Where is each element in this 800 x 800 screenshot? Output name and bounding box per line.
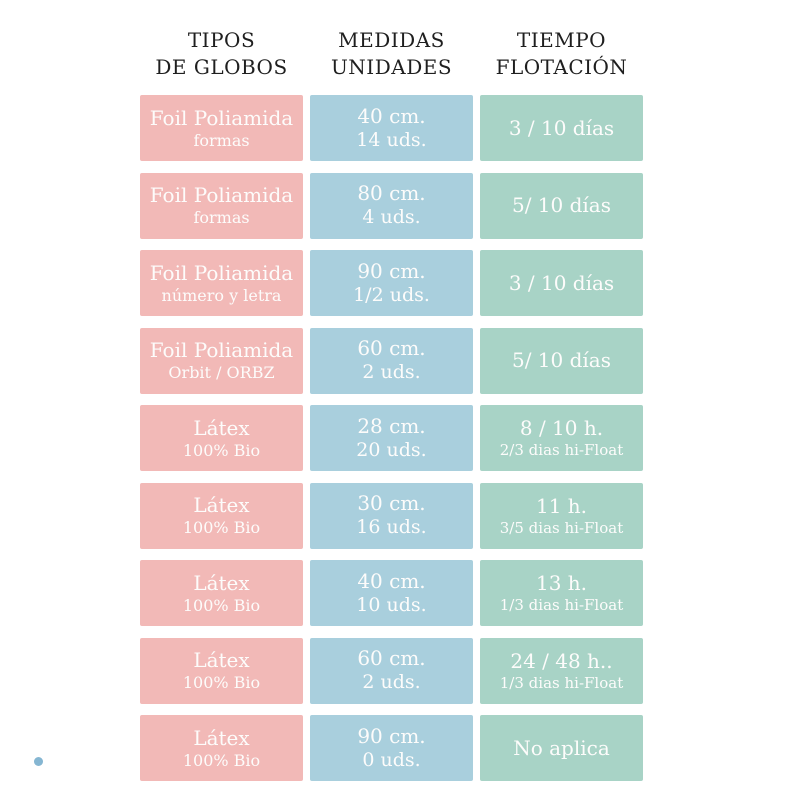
balloon-type-detail: 100% Bio (182, 750, 261, 770)
header-line: FLOTACIÓN (495, 55, 628, 79)
float-time-cell: 5/ 10 días (480, 172, 643, 239)
measure-cell: 40 cm. 10 uds. (310, 560, 473, 626)
measure-cell: 90 cm. 0 uds. (310, 715, 473, 781)
float-time-cell: 3 / 10 días (480, 250, 643, 316)
float-time-detail: 3/5 dias hi-Float (499, 518, 624, 537)
decorative-dot (34, 757, 43, 766)
header-line: DE GLOBOS (155, 55, 288, 79)
measure-cell: 60 cm. 2 uds. (310, 637, 473, 704)
column-headers: TIPOS DE GLOBOS MEDIDAS UNIDADES TIEMPO … (140, 27, 643, 81)
measure-units: 10 uds. (356, 593, 427, 616)
header-tipos-de-globos: TIPOS DE GLOBOS (140, 27, 303, 81)
measure-cell: 40 cm. 14 uds. (310, 95, 473, 161)
measure-units: 1/2 uds. (353, 283, 430, 306)
balloon-type-detail: 100% Bio (182, 518, 261, 537)
measure-size: 60 cm. (357, 646, 426, 671)
header-tiempo-flotacion: TIEMPO FLOTACIÓN (480, 27, 643, 81)
balloon-type-cell: Foil Poliamida Orbit / ORBZ (140, 327, 303, 394)
balloon-type-cell: Foil Poliamida número y letra (140, 250, 303, 316)
balloon-type-name: Látex (193, 415, 250, 440)
float-time-value: 3 / 10 días (508, 270, 615, 295)
measure-cell: 90 cm. 1/2 uds. (310, 250, 473, 316)
measure-cell: 60 cm. 2 uds. (310, 327, 473, 394)
balloon-type-name: Látex (193, 648, 250, 672)
balloon-type-name: Foil Poliamida (149, 260, 294, 285)
float-time-cell: 13 h. 1/3 dias hi-Float (480, 560, 643, 626)
float-time-value: 5/ 10 días (511, 348, 611, 372)
balloon-type-detail: 100% Bio (182, 673, 261, 692)
measure-cell: 28 cm. 20 uds. (310, 405, 473, 471)
float-time-cell: 3 / 10 días (480, 95, 643, 161)
measure-units: 0 uds. (362, 748, 421, 771)
header-line: UNIDADES (330, 55, 453, 79)
measure-cell: 30 cm. 16 uds. (310, 482, 473, 549)
balloon-type-name: Foil Poliamida (149, 105, 294, 130)
measure-size: 30 cm. (357, 491, 426, 516)
header-line: MEDIDAS (338, 28, 445, 52)
balloon-type-name: Látex (193, 493, 250, 517)
balloon-type-cell: Látex 100% Bio (140, 482, 303, 549)
balloon-type-name: Foil Poliamida (149, 338, 294, 362)
balloon-type-cell: Látex 100% Bio (140, 405, 303, 471)
balloon-type-cell: Foil Poliamida formas (140, 172, 303, 239)
float-time-value: 24 / 48 h.. (510, 648, 613, 673)
float-time-cell: 5/ 10 días (480, 327, 643, 394)
measure-size: 90 cm. (357, 723, 426, 748)
float-time-cell: 8 / 10 h. 2/3 dias hi-Float (480, 405, 643, 471)
header-medidas-unidades: MEDIDAS UNIDADES (310, 27, 473, 81)
measure-size: 90 cm. (357, 258, 426, 283)
balloon-type-detail: formas (193, 130, 250, 150)
balloon-type-name: Látex (193, 570, 250, 595)
float-time-value: 11 h. (535, 493, 588, 518)
measure-size: 80 cm. (357, 181, 426, 206)
measure-units: 14 uds. (356, 128, 427, 151)
float-time-value: 8 / 10 h. (519, 416, 604, 441)
float-time-value: No aplica (513, 735, 610, 760)
balloon-type-cell: Látex 100% Bio (140, 637, 303, 704)
balloon-type-detail: formas (193, 208, 250, 227)
float-time-value: 13 h. (535, 571, 588, 596)
header-line: TIPOS (187, 28, 256, 52)
measure-units: 16 uds. (356, 516, 427, 539)
float-time-detail: 2/3 dias hi-Float (499, 441, 624, 460)
measure-size: 28 cm. (357, 413, 426, 438)
float-time-detail: 1/3 dias hi-Float (499, 673, 624, 692)
balloon-type-detail: número y letra (161, 285, 282, 305)
measure-size: 60 cm. (357, 336, 426, 361)
balloon-type-name: Látex (193, 725, 250, 750)
float-time-value: 5/ 10 días (511, 193, 611, 217)
float-time-cell: 24 / 48 h.. 1/3 dias hi-Float (480, 637, 643, 704)
balloon-type-detail: 100% Bio (182, 595, 261, 615)
float-time-value: 3 / 10 días (508, 115, 615, 140)
balloon-type-cell: Foil Poliamida formas (140, 95, 303, 161)
balloon-type-detail: 100% Bio (182, 440, 261, 460)
float-time-detail: 1/3 dias hi-Float (499, 596, 624, 615)
balloon-type-cell: Látex 100% Bio (140, 560, 303, 626)
float-time-cell: 11 h. 3/5 dias hi-Float (480, 482, 643, 549)
measure-units: 20 uds. (356, 438, 427, 461)
balloon-table: Foil Poliamida formas 40 cm. 14 uds. 3 /… (140, 95, 643, 781)
measure-units: 2 uds. (362, 361, 421, 384)
balloon-type-name: Foil Poliamida (149, 183, 294, 207)
measure-size: 40 cm. (357, 568, 426, 593)
float-time-cell: No aplica (480, 715, 643, 781)
balloon-type-detail: Orbit / ORBZ (168, 363, 275, 382)
measure-cell: 80 cm. 4 uds. (310, 172, 473, 239)
measure-size: 40 cm. (357, 103, 426, 128)
header-line: TIEMPO (516, 28, 607, 52)
balloon-type-cell: Látex 100% Bio (140, 715, 303, 781)
measure-units: 4 uds. (362, 206, 421, 229)
measure-units: 2 uds. (362, 671, 421, 694)
